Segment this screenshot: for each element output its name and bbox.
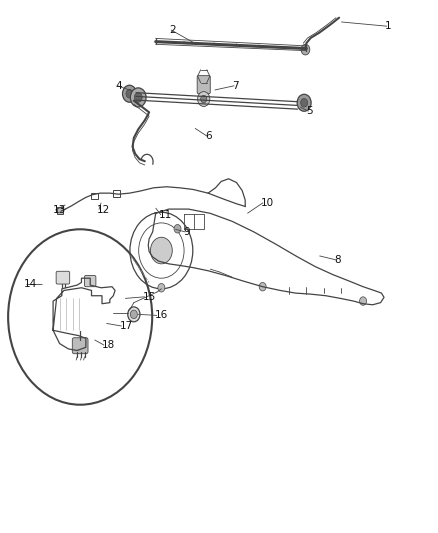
Text: 1: 1 [385,21,392,31]
Bar [113,190,120,197]
Text: 2: 2 [169,25,175,35]
Circle shape [128,307,140,322]
Text: 10: 10 [261,198,274,208]
Text: 14: 14 [23,279,37,288]
Circle shape [360,297,367,305]
Circle shape [123,85,137,102]
Circle shape [126,90,133,98]
Text: 17: 17 [120,321,133,331]
Bar [57,207,63,214]
Circle shape [259,282,266,291]
FancyBboxPatch shape [197,76,210,94]
Text: 8: 8 [335,255,341,265]
Circle shape [201,95,207,103]
Circle shape [174,224,181,233]
Circle shape [301,44,310,55]
Bar [91,192,98,199]
Circle shape [131,310,138,319]
Text: 9: 9 [183,227,190,237]
FancyBboxPatch shape [56,271,70,284]
Text: 13: 13 [53,205,66,215]
Circle shape [150,237,172,264]
Circle shape [198,92,210,107]
Text: 16: 16 [155,310,168,320]
Text: 6: 6 [205,131,212,141]
Text: 7: 7 [232,81,239,91]
FancyBboxPatch shape [85,276,96,287]
Circle shape [297,94,311,111]
Text: 4: 4 [115,81,122,91]
Text: 12: 12 [97,205,110,215]
Text: 5: 5 [306,106,313,116]
Circle shape [134,93,142,102]
Circle shape [300,99,307,107]
Text: 15: 15 [143,292,156,302]
Text: 18: 18 [102,340,115,350]
Text: 11: 11 [159,210,172,220]
FancyBboxPatch shape [72,338,88,354]
Circle shape [158,284,165,292]
Circle shape [131,88,146,107]
